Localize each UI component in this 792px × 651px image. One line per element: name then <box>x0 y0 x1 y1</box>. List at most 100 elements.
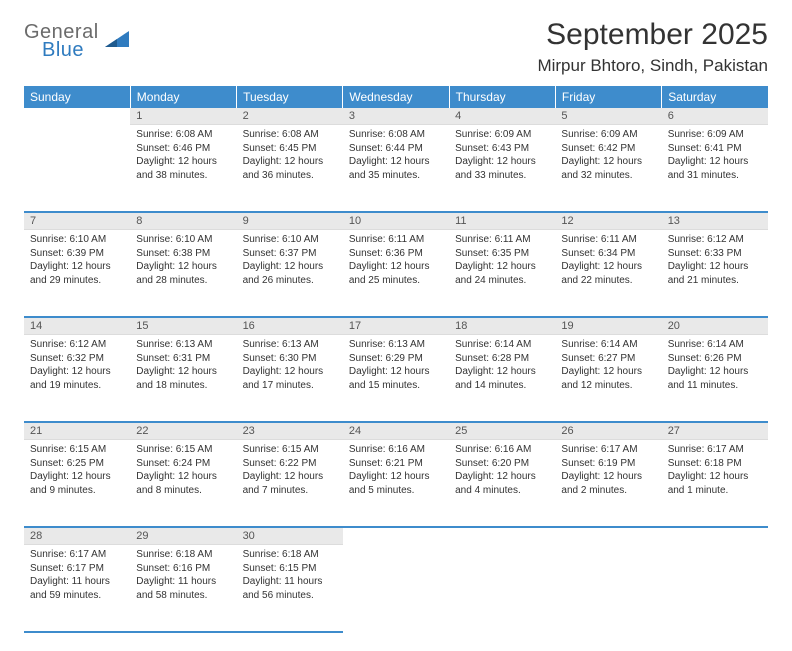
day-cell: Sunrise: 6:15 AMSunset: 6:25 PMDaylight:… <box>24 440 130 528</box>
day-dl1: Daylight: 12 hours <box>561 155 655 169</box>
day-dl2: and 7 minutes. <box>243 484 337 498</box>
day-number: 2 <box>237 108 343 125</box>
weekday-header: Tuesday <box>237 86 343 108</box>
day-sunset: Sunset: 6:21 PM <box>349 457 443 471</box>
day-dl2: and 35 minutes. <box>349 169 443 183</box>
logo-text: General Blue <box>24 22 99 60</box>
day-cell: Sunrise: 6:13 AMSunset: 6:31 PMDaylight:… <box>130 335 236 423</box>
day-number: 30 <box>237 528 343 545</box>
day-number: 20 <box>662 318 768 335</box>
empty-cell <box>662 545 768 633</box>
day-cell: Sunrise: 6:09 AMSunset: 6:42 PMDaylight:… <box>555 125 661 213</box>
day-cell: Sunrise: 6:18 AMSunset: 6:15 PMDaylight:… <box>237 545 343 633</box>
day-dl2: and 32 minutes. <box>561 169 655 183</box>
day-cell: Sunrise: 6:11 AMSunset: 6:35 PMDaylight:… <box>449 230 555 318</box>
day-cell: Sunrise: 6:10 AMSunset: 6:37 PMDaylight:… <box>237 230 343 318</box>
day-dl1: Daylight: 12 hours <box>136 260 230 274</box>
day-sunrise: Sunrise: 6:17 AM <box>668 443 762 457</box>
day-sunrise: Sunrise: 6:15 AM <box>136 443 230 457</box>
day-dl2: and 11 minutes. <box>668 379 762 393</box>
day-dl2: and 33 minutes. <box>455 169 549 183</box>
day-sunset: Sunset: 6:15 PM <box>243 562 337 576</box>
day-number: 29 <box>130 528 236 545</box>
day-number: 1 <box>130 108 236 125</box>
day-sunset: Sunset: 6:25 PM <box>30 457 124 471</box>
day-cell: Sunrise: 6:10 AMSunset: 6:39 PMDaylight:… <box>24 230 130 318</box>
day-dl2: and 24 minutes. <box>455 274 549 288</box>
day-dl2: and 36 minutes. <box>243 169 337 183</box>
week-row: Sunrise: 6:08 AMSunset: 6:46 PMDaylight:… <box>24 125 768 213</box>
weekday-header: Wednesday <box>343 86 449 108</box>
day-dl1: Daylight: 12 hours <box>30 470 124 484</box>
day-sunrise: Sunrise: 6:14 AM <box>455 338 549 352</box>
day-sunset: Sunset: 6:36 PM <box>349 247 443 261</box>
day-number: 16 <box>237 318 343 335</box>
week-row: Sunrise: 6:17 AMSunset: 6:17 PMDaylight:… <box>24 545 768 633</box>
day-dl2: and 21 minutes. <box>668 274 762 288</box>
day-dl1: Daylight: 12 hours <box>668 470 762 484</box>
day-sunset: Sunset: 6:31 PM <box>136 352 230 366</box>
daynum-row: 282930 <box>24 528 768 545</box>
day-dl2: and 19 minutes. <box>30 379 124 393</box>
month-title: September 2025 <box>537 18 768 52</box>
day-dl1: Daylight: 12 hours <box>668 260 762 274</box>
day-sunrise: Sunrise: 6:10 AM <box>136 233 230 247</box>
logo: General Blue <box>24 18 133 60</box>
day-sunrise: Sunrise: 6:15 AM <box>30 443 124 457</box>
day-sunrise: Sunrise: 6:17 AM <box>30 548 124 562</box>
daynum-row: 21222324252627 <box>24 423 768 440</box>
day-sunrise: Sunrise: 6:13 AM <box>136 338 230 352</box>
day-sunrise: Sunrise: 6:09 AM <box>561 128 655 142</box>
day-sunset: Sunset: 6:28 PM <box>455 352 549 366</box>
day-dl2: and 59 minutes. <box>30 589 124 603</box>
day-dl2: and 29 minutes. <box>30 274 124 288</box>
day-cell: Sunrise: 6:13 AMSunset: 6:30 PMDaylight:… <box>237 335 343 423</box>
day-cell: Sunrise: 6:17 AMSunset: 6:17 PMDaylight:… <box>24 545 130 633</box>
empty-cell <box>24 125 130 213</box>
day-sunrise: Sunrise: 6:10 AM <box>30 233 124 247</box>
day-sunset: Sunset: 6:30 PM <box>243 352 337 366</box>
day-dl1: Daylight: 11 hours <box>243 575 337 589</box>
day-sunset: Sunset: 6:41 PM <box>668 142 762 156</box>
day-sunrise: Sunrise: 6:08 AM <box>136 128 230 142</box>
day-dl1: Daylight: 12 hours <box>349 155 443 169</box>
day-dl1: Daylight: 12 hours <box>136 470 230 484</box>
day-cell: Sunrise: 6:12 AMSunset: 6:33 PMDaylight:… <box>662 230 768 318</box>
day-sunset: Sunset: 6:32 PM <box>30 352 124 366</box>
day-cell: Sunrise: 6:08 AMSunset: 6:46 PMDaylight:… <box>130 125 236 213</box>
day-dl2: and 12 minutes. <box>561 379 655 393</box>
day-dl1: Daylight: 12 hours <box>561 470 655 484</box>
logo-triangle-icon <box>105 29 133 56</box>
day-sunset: Sunset: 6:34 PM <box>561 247 655 261</box>
day-sunrise: Sunrise: 6:12 AM <box>30 338 124 352</box>
week-row: Sunrise: 6:10 AMSunset: 6:39 PMDaylight:… <box>24 230 768 318</box>
weekday-header: Sunday <box>24 86 130 108</box>
day-dl1: Daylight: 12 hours <box>243 155 337 169</box>
day-dl1: Daylight: 12 hours <box>136 365 230 379</box>
day-cell: Sunrise: 6:15 AMSunset: 6:22 PMDaylight:… <box>237 440 343 528</box>
day-dl2: and 8 minutes. <box>136 484 230 498</box>
day-dl2: and 28 minutes. <box>136 274 230 288</box>
day-number: 19 <box>555 318 661 335</box>
day-number: 25 <box>449 423 555 440</box>
day-dl1: Daylight: 12 hours <box>136 155 230 169</box>
day-dl2: and 15 minutes. <box>349 379 443 393</box>
day-sunset: Sunset: 6:37 PM <box>243 247 337 261</box>
weekday-header: Saturday <box>662 86 768 108</box>
day-dl1: Daylight: 12 hours <box>455 260 549 274</box>
day-cell: Sunrise: 6:14 AMSunset: 6:27 PMDaylight:… <box>555 335 661 423</box>
day-sunset: Sunset: 6:43 PM <box>455 142 549 156</box>
day-dl2: and 26 minutes. <box>243 274 337 288</box>
day-dl2: and 18 minutes. <box>136 379 230 393</box>
day-number <box>343 528 449 532</box>
day-dl1: Daylight: 12 hours <box>349 260 443 274</box>
day-number: 21 <box>24 423 130 440</box>
day-sunset: Sunset: 6:39 PM <box>30 247 124 261</box>
day-dl2: and 38 minutes. <box>136 169 230 183</box>
week-row: Sunrise: 6:15 AMSunset: 6:25 PMDaylight:… <box>24 440 768 528</box>
day-sunrise: Sunrise: 6:13 AM <box>349 338 443 352</box>
day-sunrise: Sunrise: 6:08 AM <box>349 128 443 142</box>
day-sunrise: Sunrise: 6:14 AM <box>668 338 762 352</box>
day-dl1: Daylight: 12 hours <box>455 365 549 379</box>
day-sunrise: Sunrise: 6:09 AM <box>455 128 549 142</box>
